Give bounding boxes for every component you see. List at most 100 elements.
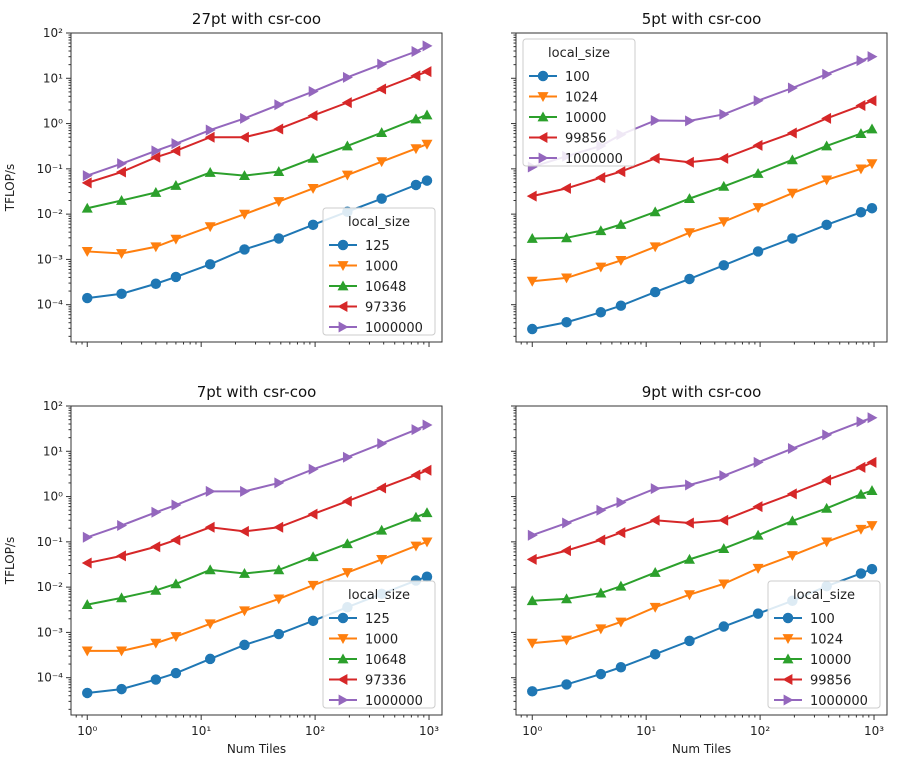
data-point xyxy=(81,646,93,657)
data-point xyxy=(204,653,216,665)
data-point xyxy=(683,590,695,601)
data-point xyxy=(240,112,250,124)
x-axis-label: Num Tiles xyxy=(227,742,286,756)
data-point xyxy=(151,145,162,157)
series-99856 xyxy=(526,456,877,565)
series-line xyxy=(532,489,873,602)
legend-entry: 1000000 xyxy=(365,694,423,709)
series-10000 xyxy=(526,485,878,606)
data-point xyxy=(411,46,422,58)
subplot-1: 10⁻⁴ 10⁻³ 10⁻² 10⁻¹ 10⁰ 10¹ 10² 27pt with csr-c… xyxy=(3,10,443,347)
series-line xyxy=(86,424,428,539)
data-point xyxy=(649,602,661,613)
data-point xyxy=(150,187,162,197)
data-point xyxy=(616,496,627,508)
y-tick-label: 10² xyxy=(43,399,63,413)
data-point xyxy=(421,175,433,186)
data-point xyxy=(822,429,833,441)
data-point xyxy=(787,233,798,244)
y-tick-label: 10⁻³ xyxy=(37,252,64,266)
x-tick-label: 10² xyxy=(305,724,325,738)
data-point xyxy=(82,687,93,699)
legend-entry: 10648 xyxy=(365,653,406,668)
data-point xyxy=(649,648,661,660)
data-point xyxy=(307,152,319,163)
subplot-title: 7pt with csr-coo xyxy=(197,383,317,401)
legend-marker xyxy=(338,321,349,333)
series-line xyxy=(532,162,873,283)
legend-entry: 10648 xyxy=(365,280,406,295)
data-point xyxy=(116,166,126,178)
data-point xyxy=(561,593,573,604)
data-point xyxy=(650,483,661,495)
legend-entry: 100 xyxy=(565,70,590,85)
data-point xyxy=(307,219,319,231)
data-point xyxy=(150,638,162,649)
y-tick-label: 10⁻¹ xyxy=(37,162,64,176)
data-point xyxy=(561,635,573,646)
data-point xyxy=(376,83,387,95)
data-point xyxy=(81,557,92,569)
data-point xyxy=(595,668,607,680)
data-point xyxy=(615,166,626,178)
data-point xyxy=(786,188,798,199)
legend-entry: 1024 xyxy=(810,633,843,648)
data-point xyxy=(239,639,250,651)
series-line xyxy=(532,128,873,240)
data-point xyxy=(171,499,182,511)
series-10648 xyxy=(81,507,433,610)
data-point xyxy=(718,217,730,228)
data-point xyxy=(595,225,607,236)
data-point xyxy=(595,624,607,635)
data-point xyxy=(204,167,216,177)
y-axis-label: TFLOP/s xyxy=(3,164,17,212)
data-point xyxy=(867,51,878,63)
data-point xyxy=(718,579,730,590)
data-point xyxy=(341,495,352,507)
data-point xyxy=(821,112,832,124)
data-point xyxy=(561,182,571,194)
x-tick-label: 10⁰ xyxy=(77,724,97,738)
legend-marker xyxy=(337,239,349,251)
data-point xyxy=(527,323,538,335)
data-point xyxy=(421,464,432,476)
legend-marker xyxy=(537,111,549,122)
data-point xyxy=(307,110,318,122)
series-line xyxy=(87,179,428,300)
data-point xyxy=(82,170,93,182)
legend-marker xyxy=(337,634,349,644)
data-point xyxy=(421,571,433,582)
data-point xyxy=(595,262,607,273)
data-point xyxy=(205,485,216,497)
data-point xyxy=(273,521,284,533)
legend: local_size 125 1000 10648 97336 1000000 xyxy=(322,207,436,336)
data-point xyxy=(822,68,833,80)
data-point xyxy=(421,139,433,150)
data-point xyxy=(752,563,764,574)
data-point xyxy=(421,66,432,78)
data-point xyxy=(855,524,867,535)
x-tick-label: 10³ xyxy=(864,724,884,738)
data-point xyxy=(410,70,421,82)
y-tick-label: 10⁻² xyxy=(37,580,64,594)
data-point xyxy=(866,563,878,575)
legend-entry: 1000000 xyxy=(565,152,623,167)
data-point xyxy=(615,219,627,229)
data-point xyxy=(596,504,607,516)
data-point xyxy=(81,247,93,257)
data-point xyxy=(718,621,730,632)
data-point xyxy=(81,202,93,213)
legend-entry: 125 xyxy=(365,239,390,254)
y-tick-label: 10⁻⁴ xyxy=(37,298,64,312)
data-point xyxy=(866,123,878,134)
data-point xyxy=(685,115,695,127)
data-point xyxy=(752,608,764,619)
x-tick-label: 10² xyxy=(750,724,770,738)
data-point xyxy=(855,488,867,499)
data-point xyxy=(238,525,249,537)
data-point xyxy=(274,477,285,489)
series-line xyxy=(87,469,428,565)
legend: local_size 100 1024 10000 99856 1000000 xyxy=(767,580,881,709)
subplot-2: 5pt with csr-coo local_size 100 1024 10000 99… xyxy=(511,10,888,347)
data-point xyxy=(649,286,661,298)
